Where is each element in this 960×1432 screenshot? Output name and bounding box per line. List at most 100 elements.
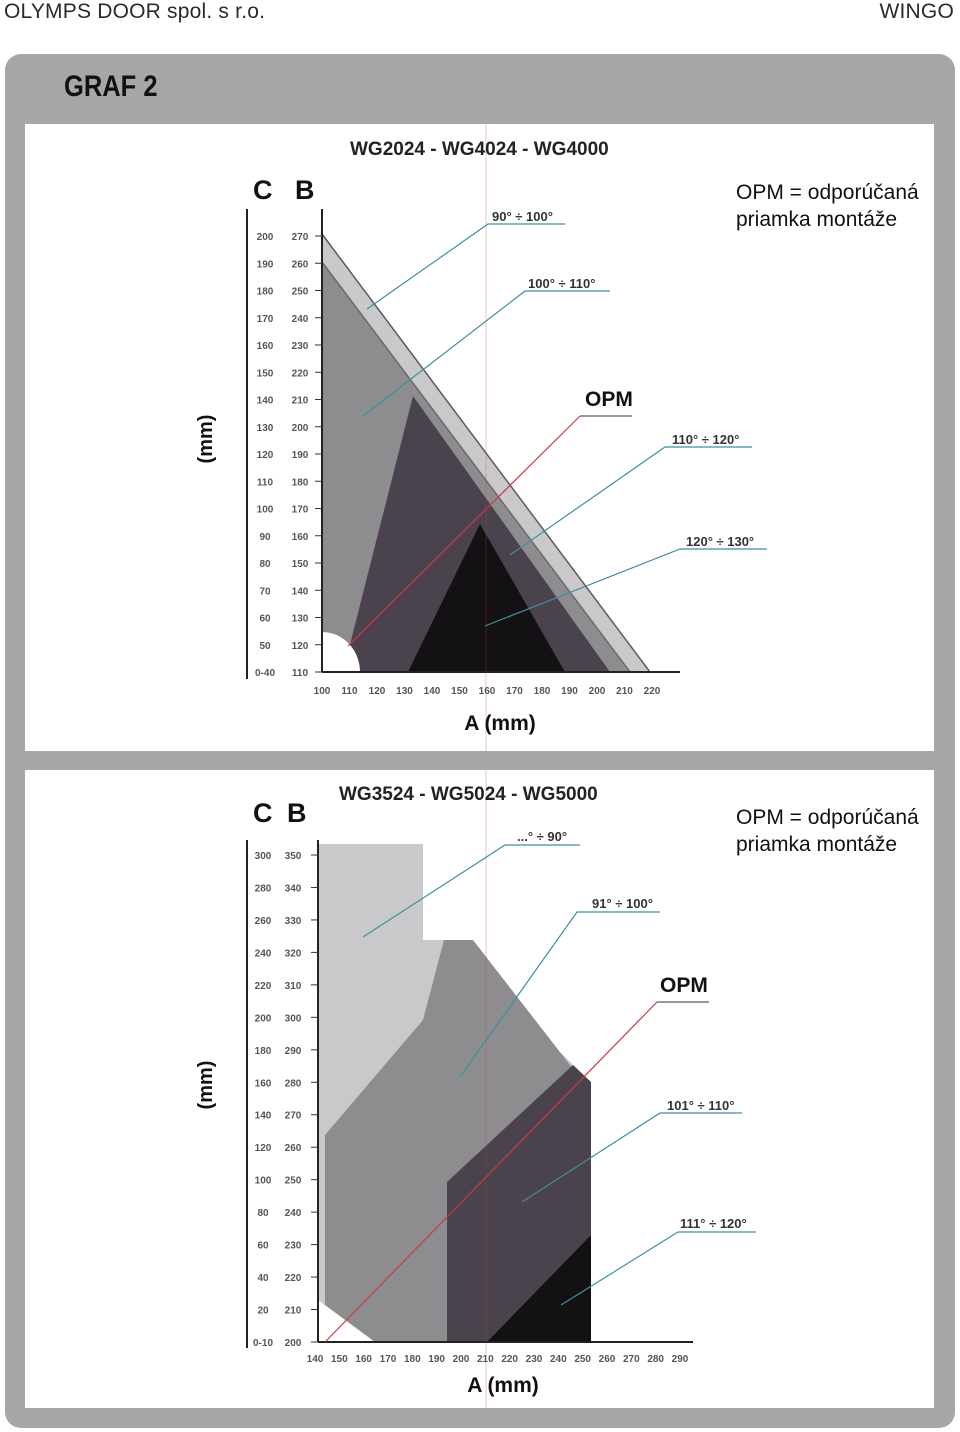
b-tick-label: 200 [285,1338,302,1349]
chart-1-opm-line [347,415,581,647]
b-tick-label: 280 [285,1078,302,1089]
chart-panel-2: 300 280 260 240 220 200 180 160 140 120 100 80 60 40 2… [25,770,934,1408]
chart-1-zone-label-3: 110° ÷ 120° [672,432,739,447]
chart-2-zone-label-1: ...° ÷ 90° [517,829,567,844]
b-tick-label: 170 [292,505,309,516]
b-tick-label: 130 [292,614,309,625]
chart-2-c-ticks: 300 280 260 240 220 200 180 160 140 120 100 80 60 40 2… [253,851,273,1349]
x-tick-label: 220 [501,1354,518,1365]
x-tick-label: 160 [355,1354,372,1365]
chart-2-b-ticks: 350 340 330 320 310 300 290 280 270 260 250 240 230 2… [285,851,318,1349]
chart-2-opm-label: OPM [660,974,708,997]
x-tick-label: 240 [550,1354,567,1365]
b-tick-label: 310 [285,981,302,992]
c-tick-label: 200 [257,232,274,243]
x-tick-label: 120 [369,686,386,697]
c-tick-label: 190 [257,259,274,270]
chart-1-leader-3 [509,446,752,556]
b-tick-label: 230 [292,341,309,352]
x-tick-label: 180 [404,1354,421,1365]
x-tick-label: 210 [616,686,633,697]
chart-1-y-unit: (mm) [195,415,217,464]
chart-2-opm-line [324,1001,658,1343]
c-tick-label: 20 [257,1306,269,1317]
b-tick-label: 260 [292,259,309,270]
b-tick-label: 350 [285,851,302,862]
company-name: OLYMPS DOOR spol. s r.o. [4,0,266,23]
x-tick-label: 230 [526,1354,543,1365]
c-tick-label: 60 [259,614,271,625]
c-tick-label: 100 [255,1176,272,1187]
chart-1-title: WG2024 - WG4024 - WG4000 [350,139,609,160]
chart-2-zone-label-3: 101° ÷ 110° [667,1098,734,1113]
c-tick-label: 140 [257,396,274,407]
b-tick-label: 210 [285,1306,302,1317]
c-tick-label: 40 [257,1273,269,1284]
chart-1-legend-line2: priamka montáže [736,208,897,231]
x-tick-label: 170 [506,686,523,697]
x-tick-label: 180 [534,686,551,697]
b-tick-label: 270 [292,232,309,243]
b-tick-label: 340 [285,883,302,894]
c-tick-label: 220 [255,981,272,992]
b-tick-label: 140 [292,586,309,597]
chart-1-leader-1 [366,223,565,310]
b-tick-label: 270 [285,1111,302,1122]
c-tick-label: 240 [255,948,272,959]
chart-1-b-ticks: 270 260 250 240 230 220 210 200 190 180 170 160 150 1… [292,232,322,679]
chart-1-x-label: A (mm) [464,712,536,735]
product-name: WINGO [879,0,954,23]
b-tick-label: 200 [292,423,309,434]
c-tick-label: 170 [257,314,274,325]
c-tick-label: 100 [257,505,274,516]
chart-1-opm-label: OPM [585,388,633,411]
chart-2-leader-4 [560,1231,756,1306]
chart-1-c-ticks: 200 190 180 170 160 150 140 130 120 110 100 90 80 70 6… [255,232,275,679]
c-tick-label: 70 [259,586,271,597]
chart-1-x-ticks: 100 110 120 130 140 150 160 170 180 190 200 210 220 [314,686,661,697]
b-tick-label: 290 [285,1046,302,1057]
chart-2-zone-111-120 [487,1235,591,1342]
x-tick-label: 290 [672,1354,689,1365]
c-tick-label: 180 [257,287,274,298]
graph-title: GRAF 2 [64,70,158,103]
chart-1-leader-4 [484,548,767,627]
x-tick-label: 220 [644,686,661,697]
x-tick-label: 260 [599,1354,616,1365]
b-tick-label: 190 [292,450,309,461]
chart-1-zone-label-4: 120° ÷ 130° [686,534,754,549]
b-tick-label: 250 [292,287,309,298]
x-tick-label: 170 [380,1354,397,1365]
x-tick-label: 250 [574,1354,591,1365]
b-tick-label: 240 [292,314,309,325]
chart-2-c-label: C [253,798,273,828]
x-tick-label: 200 [589,686,606,697]
chart-1-svg: 200 190 180 170 160 150 140 130 120 110 100 90 80 70 6… [195,124,919,751]
x-tick-label: 150 [331,1354,348,1365]
chart-2-b-label: B [287,798,307,828]
c-tick-label: 80 [257,1208,269,1219]
chart-1-zone-120-130 [408,524,565,672]
c-tick-label: 280 [255,883,272,894]
c-tick-label: 150 [257,368,274,379]
b-tick-label: 320 [285,948,302,959]
chart-2-leader-2 [459,911,660,1078]
c-tick-label: 130 [257,423,274,434]
c-tick-label: 90 [259,532,271,543]
b-tick-label: 180 [292,477,309,488]
chart-2-title: WG3524 - WG5024 - WG5000 [339,784,598,805]
b-tick-label: 220 [285,1273,302,1284]
chart-2-leader-1 [362,844,580,938]
x-tick-label: 100 [314,686,331,697]
c-tick-label: 140 [255,1111,272,1122]
x-tick-label: 190 [561,686,578,697]
chart-1-zone-label-2: 100° ÷ 110° [528,276,595,291]
chart-1-c-label: C [253,175,273,205]
chart-2-legend-line2: priamka montáže [736,833,897,856]
c-tick-label: 160 [255,1078,272,1089]
b-tick-label: 330 [285,916,302,927]
x-tick-label: 150 [451,686,468,697]
b-tick-label: 150 [292,559,309,570]
c-tick-label: 0-10 [253,1338,273,1349]
c-tick-label: 300 [255,851,272,862]
